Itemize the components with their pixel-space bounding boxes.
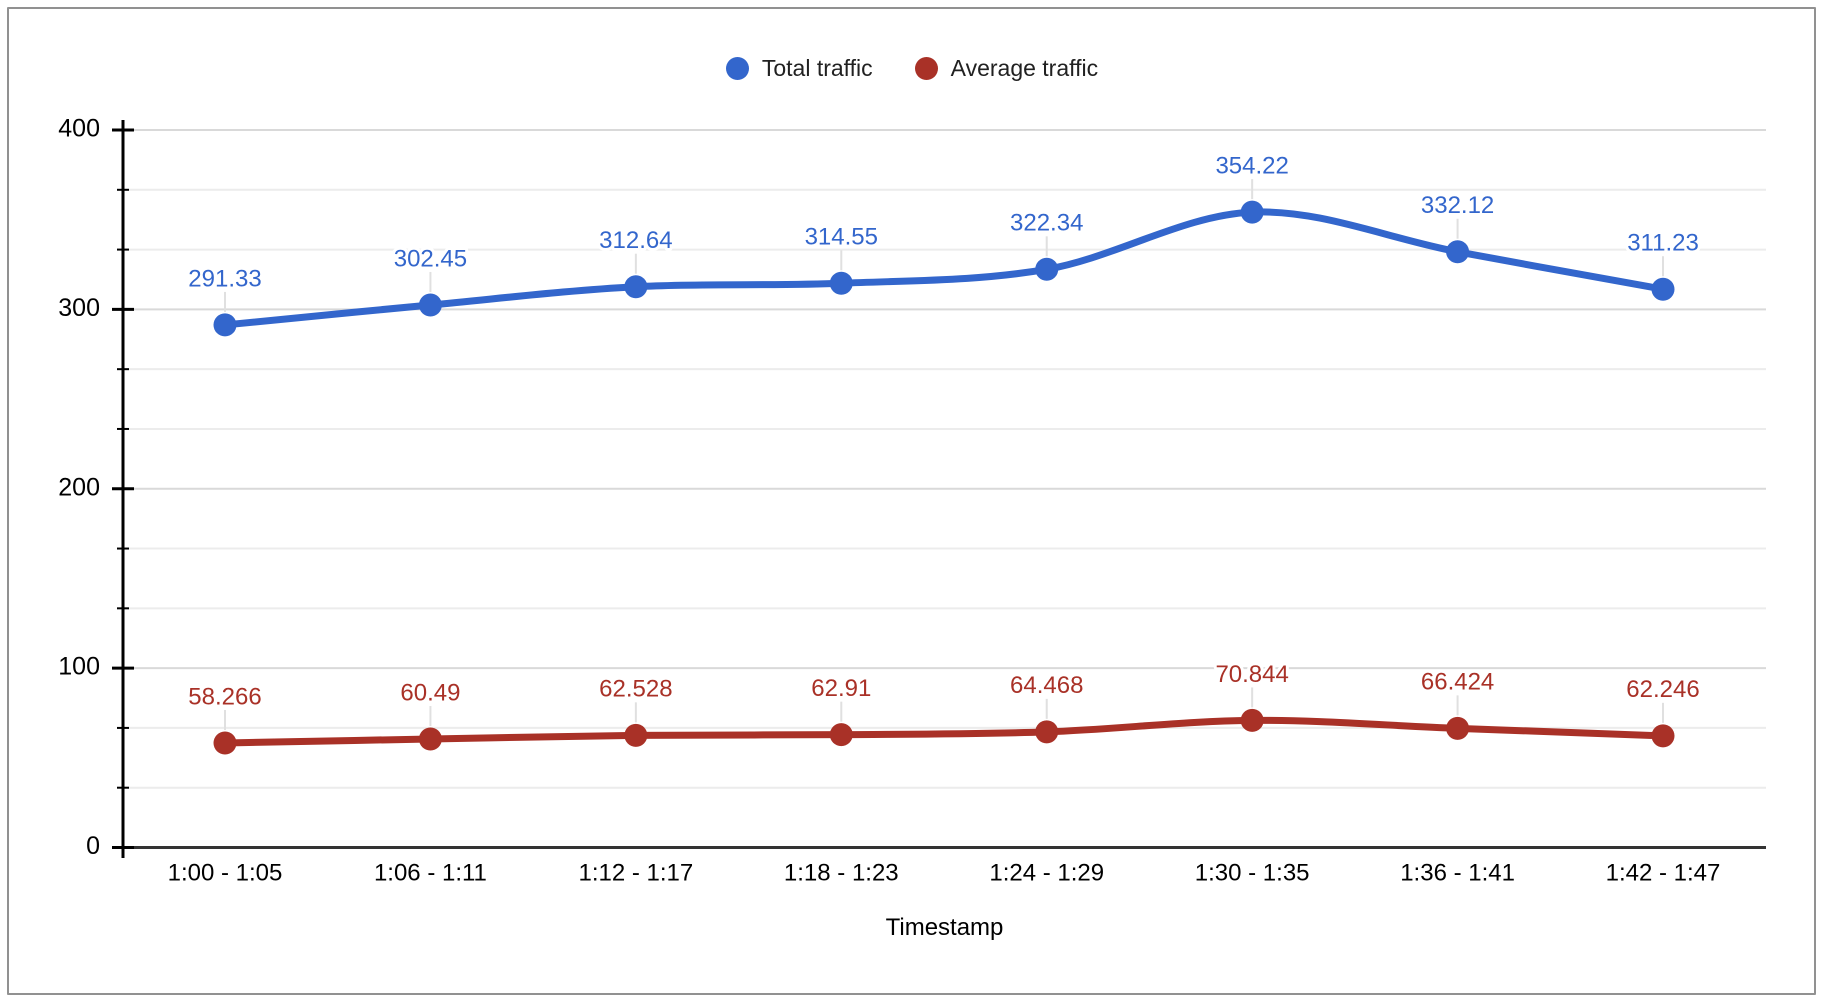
data-label: 62.528 — [599, 676, 672, 703]
data-point-total-traffic[interactable] — [418, 293, 442, 317]
data-label: 302.45 — [394, 245, 467, 272]
x-tick-label: 1:06 - 1:11 — [374, 859, 487, 886]
legend-item-average-traffic[interactable]: Average traffic — [914, 54, 1099, 81]
data-label: 314.55 — [805, 224, 878, 251]
x-axis-title: Timestamp — [885, 914, 1004, 941]
chart-legend: Total traffic Average traffic — [0, 44, 1824, 92]
data-point-average-traffic[interactable] — [1240, 708, 1264, 732]
legend-label: Average traffic — [950, 54, 1099, 81]
data-point-average-traffic[interactable] — [624, 723, 648, 747]
data-label: 332.12 — [1421, 192, 1494, 219]
data-point-average-traffic[interactable] — [213, 731, 237, 755]
data-point-total-traffic[interactable] — [1035, 257, 1059, 281]
data-point-average-traffic[interactable] — [1651, 724, 1675, 748]
data-label: 291.33 — [188, 265, 261, 292]
data-label: 60.49 — [400, 679, 460, 706]
x-tick-label: 1:24 - 1:29 — [989, 859, 1104, 886]
legend-swatch-icon — [725, 56, 749, 80]
y-tick-label: 300 — [58, 294, 100, 322]
y-tick-label: 0 — [86, 832, 100, 860]
data-point-average-traffic[interactable] — [418, 727, 442, 751]
data-label: 66.424 — [1421, 669, 1494, 696]
data-point-total-traffic[interactable] — [1240, 200, 1264, 224]
data-point-total-traffic[interactable] — [1446, 240, 1470, 264]
label-stubs-total-traffic — [224, 179, 1665, 312]
legend-swatch-icon — [914, 56, 938, 80]
series-line-total-traffic — [221, 208, 1667, 329]
x-tick-label: 1:36 - 1:41 — [1400, 859, 1515, 886]
y-tick-label: 100 — [58, 653, 100, 681]
data-point-total-traffic[interactable] — [829, 271, 853, 295]
data-labels-total-traffic: 291.33 302.45 312.64 314.55 322.34 354.22 332.… — [185, 149, 1702, 295]
data-label: 354.22 — [1215, 152, 1288, 179]
x-tick-labels: 1:00 - 1:05 1:06 - 1:11 1:12 - 1:17 1:18 - … — [168, 859, 1721, 886]
series-line-average-traffic — [221, 716, 1667, 747]
x-tick-label: 1:30 - 1:35 — [1195, 859, 1310, 886]
x-tick-label: 1:18 - 1:23 — [784, 859, 899, 886]
data-labels-average-traffic: 58.266 60.49 62.528 62.91 64.468 70.844 66.424… — [185, 658, 1702, 714]
y-tick-label: 400 — [58, 115, 100, 143]
data-label: 322.34 — [1010, 210, 1083, 237]
data-label: 312.64 — [599, 227, 672, 254]
y-tick-labels: 0 100 200 300 400 — [58, 115, 100, 861]
legend-item-total-traffic[interactable]: Total traffic — [725, 54, 873, 81]
axes — [112, 120, 1766, 858]
label-stubs-average-traffic — [224, 687, 1665, 730]
legend-label: Total traffic — [761, 54, 873, 81]
data-point-average-traffic[interactable] — [1035, 720, 1059, 744]
major-gridlines — [124, 129, 1766, 670]
data-label: 64.468 — [1010, 672, 1083, 699]
y-tick-label: 200 — [58, 473, 100, 501]
x-tick-label: 1:12 - 1:17 — [578, 859, 693, 886]
data-label: 58.266 — [188, 683, 261, 710]
x-tick-label: 1:00 - 1:05 — [168, 859, 283, 886]
data-label: 62.246 — [1626, 676, 1699, 703]
series-points-total-traffic — [213, 200, 1675, 337]
data-point-total-traffic[interactable] — [213, 313, 237, 337]
minor-gridlines — [124, 129, 1766, 789]
data-label: 311.23 — [1627, 230, 1699, 257]
data-point-average-traffic[interactable] — [829, 723, 853, 747]
data-label: 62.91 — [811, 675, 871, 702]
x-tick-label: 1:42 - 1:47 — [1606, 859, 1721, 886]
data-label: 70.844 — [1215, 661, 1288, 688]
data-point-total-traffic[interactable] — [624, 275, 648, 299]
data-point-average-traffic[interactable] — [1446, 716, 1470, 740]
data-point-total-traffic[interactable] — [1651, 277, 1675, 301]
series-points-average-traffic — [213, 708, 1675, 755]
